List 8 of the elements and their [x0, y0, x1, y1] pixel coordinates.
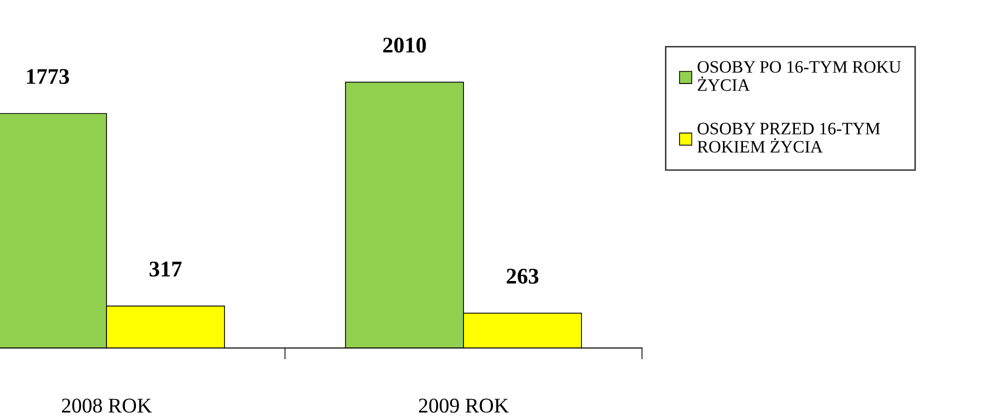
data-label: 1773: [27, 69, 69, 84]
data-label: 317: [150, 262, 182, 277]
legend-label: OSOBY PRZED 16-TYM ROKIEM ŻYCIA: [697, 122, 880, 153]
data-label: 263: [506, 268, 538, 284]
x-tick-label: 2008 ROK: [62, 398, 152, 413]
legend-label: OSOBY PO 16-TYM ROKU ŻYCIA: [698, 61, 901, 91]
data-label: 2010: [383, 38, 426, 53]
x-tick-label: 2009 ROK: [418, 398, 509, 413]
